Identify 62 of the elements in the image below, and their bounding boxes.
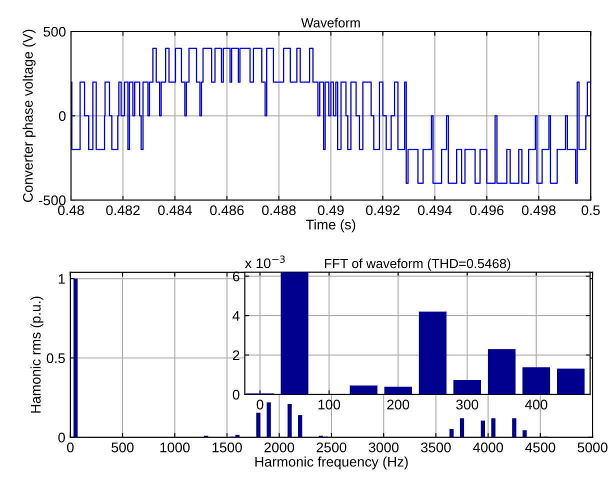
x-tick-label: 4500 bbox=[525, 442, 556, 452]
x-tick-label: 2500 bbox=[316, 442, 346, 452]
x-tick-label: 0.492 bbox=[366, 205, 400, 216]
x-tick-label: 1500 bbox=[212, 442, 242, 452]
y-tick-label: -500 bbox=[38, 195, 66, 206]
bar bbox=[480, 420, 485, 438]
x-tick-label: 0.49 bbox=[318, 205, 344, 216]
x-tick-label: 0 bbox=[256, 400, 264, 410]
x-tick-label: 100 bbox=[318, 400, 340, 410]
x-tick-label: 0.496 bbox=[470, 205, 504, 216]
x-tick-label: 0.486 bbox=[210, 205, 244, 216]
x-tick-label: 3500 bbox=[420, 442, 451, 452]
x-tick-label: 0.5 bbox=[582, 205, 600, 216]
x-tick-label: 5000 bbox=[578, 442, 608, 452]
y-axis-title: Hamonic rms (p.u.) bbox=[30, 296, 44, 413]
bar bbox=[280, 272, 308, 394]
bar bbox=[350, 386, 378, 394]
chart-title: FFT of waveform (THD=0.5468) bbox=[325, 258, 510, 271]
x-tick-label: 400 bbox=[524, 400, 548, 410]
bar bbox=[256, 412, 260, 438]
bar bbox=[453, 380, 482, 394]
bar bbox=[460, 418, 464, 438]
x-tick-label: 0.48 bbox=[58, 205, 84, 216]
x-tick-label: 500 bbox=[112, 442, 134, 452]
y-tick-label: 0 bbox=[232, 390, 240, 400]
bar bbox=[556, 368, 585, 394]
x-tick-label: 0.484 bbox=[158, 205, 192, 216]
y-tick-label: 0.5 bbox=[46, 353, 65, 364]
bar bbox=[384, 386, 412, 394]
bar bbox=[449, 429, 454, 438]
y-axis-title: Converter phase voltage (V) bbox=[22, 30, 36, 202]
y-tick-label: 1 bbox=[58, 274, 65, 284]
bar bbox=[491, 418, 496, 438]
x-tick-label: 3000 bbox=[368, 442, 399, 452]
bar bbox=[73, 278, 78, 438]
text: x 10$^{−3}$ bbox=[244, 256, 285, 268]
bar bbox=[522, 430, 527, 438]
bar bbox=[512, 418, 516, 438]
x-tick-label: 0.488 bbox=[262, 205, 296, 216]
x-axis-title: Time (s) bbox=[306, 219, 356, 232]
y-tick-label: 0 bbox=[58, 432, 65, 442]
y-tick-label: 2 bbox=[232, 350, 240, 360]
bar bbox=[266, 402, 271, 438]
bar bbox=[488, 349, 516, 394]
x-tick-label: 200 bbox=[387, 400, 410, 410]
x-tick-label: 0.494 bbox=[418, 205, 452, 216]
x-tick-label: 0 bbox=[67, 442, 74, 452]
y-tick-label: 0 bbox=[58, 111, 66, 121]
y-tick-label: 500 bbox=[44, 26, 66, 37]
x-tick-label: 0.498 bbox=[522, 205, 556, 216]
x-tick-label: 300 bbox=[456, 400, 478, 410]
x-tick-label: 1000 bbox=[160, 442, 190, 452]
x-axis-title: Harmonic frequency (Hz) bbox=[255, 456, 408, 470]
bar bbox=[418, 312, 446, 394]
bar bbox=[298, 415, 302, 438]
bar bbox=[522, 367, 550, 394]
x-tick-label: 2000 bbox=[264, 442, 294, 452]
x-tick-label: 4000 bbox=[472, 442, 504, 452]
chart-title: Waveform bbox=[301, 18, 360, 28]
bar bbox=[288, 404, 292, 438]
y-tick-label: 4 bbox=[232, 311, 240, 321]
x-tick-label: 0.482 bbox=[106, 205, 140, 216]
